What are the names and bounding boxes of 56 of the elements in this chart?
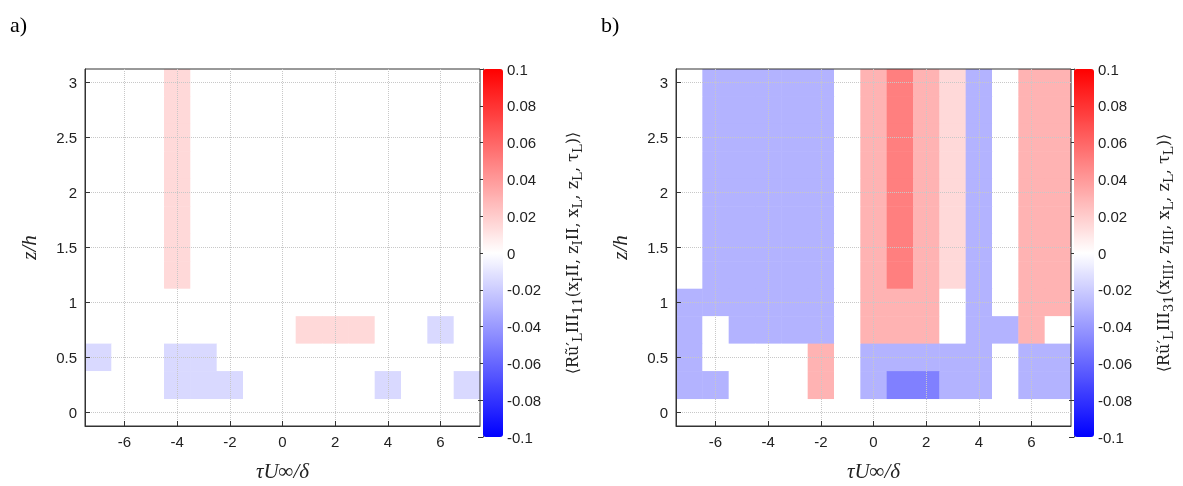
color-bar-label: 0.04: [1098, 170, 1128, 188]
color-bar-label: 0.02: [1098, 207, 1128, 225]
color-bar-label: 0.02: [507, 207, 537, 225]
color-bar-label: 0.08: [507, 97, 537, 115]
y-tick-label: 0: [659, 403, 668, 421]
y-axis-title: z/h: [607, 235, 632, 261]
x-tick-label: -6: [117, 433, 132, 450]
y-tick-label: 1: [659, 293, 668, 311]
chart-title: a): [10, 11, 28, 37]
color-bar-label: 0.04: [507, 170, 537, 188]
y-tick-label: 0.5: [56, 348, 77, 366]
color-bar-label: 0: [507, 244, 516, 262]
x-axis-title: τU∞/δ: [846, 458, 902, 483]
x-tick-label: -4: [761, 433, 775, 450]
color-bar-label: -0.06: [1098, 354, 1133, 372]
color-bar-label: 0.1: [1098, 60, 1119, 78]
color-bar-label: -0.04: [507, 318, 542, 336]
x-tick-label: 0: [869, 433, 878, 450]
x-tick-label: 2: [330, 433, 340, 450]
x-tick-label: 2: [921, 433, 931, 450]
x-tick-label: 6: [1027, 433, 1036, 450]
y-tick-label: 1.5: [56, 239, 77, 256]
y-tick-label: 3: [659, 74, 668, 92]
y-tick-label: 2: [68, 184, 77, 202]
color-bar-label: -0.1: [1098, 428, 1124, 446]
color-bar-label: -0.08: [507, 391, 542, 409]
y-tick-label: 1: [68, 293, 77, 311]
x-axis-title: τU∞/δ: [255, 458, 311, 483]
x-tick-label: 4: [974, 433, 984, 450]
x-tick-label: -4: [170, 433, 184, 450]
color-bar-label: 0: [1098, 244, 1107, 262]
y-axis-title: z/h: [16, 235, 41, 261]
x-tick-label: 0: [278, 433, 287, 450]
x-tick-label: -2: [223, 433, 237, 450]
color-bar-label: 0.06: [1098, 134, 1128, 152]
x-tick-label: 4: [383, 433, 393, 450]
color-bar-label: 0.08: [1098, 97, 1128, 115]
color-bar-label: -0.08: [1098, 391, 1133, 409]
y-tick-label: 2: [659, 184, 668, 202]
y-tick-label: 0.5: [647, 348, 668, 366]
y-tick-label: 3: [68, 74, 77, 92]
color-bar-label: 0.06: [507, 134, 537, 152]
chart-title: b): [601, 11, 620, 37]
x-tick-label: -2: [814, 433, 828, 450]
color-bar-label: 0.1: [507, 60, 528, 78]
color-bar-label: -0.04: [1098, 318, 1133, 336]
y-tick-label: 0: [68, 403, 77, 421]
color-bar-label: -0.1: [507, 428, 533, 446]
color-bar-label: -0.06: [507, 354, 542, 372]
y-tick-label: 1.5: [647, 239, 668, 256]
x-tick-label: -6: [708, 433, 723, 450]
y-tick-label: 2.5: [647, 129, 668, 147]
x-tick-label: 6: [436, 433, 445, 450]
y-tick-label: 2.5: [56, 129, 77, 147]
color-bar-label: -0.02: [507, 281, 542, 299]
color-bar-label: -0.02: [1098, 281, 1133, 299]
